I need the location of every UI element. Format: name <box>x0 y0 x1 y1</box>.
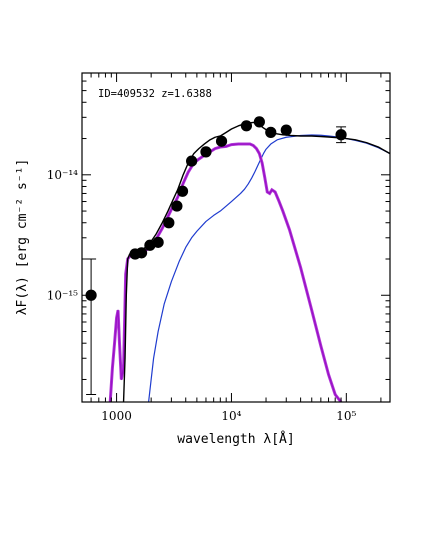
data-point <box>186 155 198 167</box>
x-tick-label: 1000 <box>101 409 132 423</box>
data-point <box>163 217 175 229</box>
x-tick-label: 10⁴ <box>221 409 241 423</box>
y-tick-label: 10⁻¹⁴ <box>47 168 78 182</box>
data-point <box>265 126 277 138</box>
data-point <box>176 185 189 197</box>
annotation-label: ID=409532 z=1.6388 <box>98 88 212 100</box>
x-tick-label: 10⁵ <box>336 409 356 423</box>
data-points-layer <box>85 116 347 396</box>
data-point <box>171 200 183 212</box>
data-point <box>240 120 253 132</box>
total-model-line <box>122 121 390 402</box>
data-point <box>135 247 148 259</box>
x-axis-label: wavelength λ[Å] <box>177 431 294 447</box>
plot-area <box>85 116 390 402</box>
data-point <box>215 135 228 147</box>
tick-labels-layer: 1000 10⁴ 10⁵ 10⁻¹⁵ 10⁻¹⁴ <box>47 168 357 423</box>
ticks-layer <box>81 72 390 402</box>
data-point <box>335 129 347 141</box>
y-tick-label: 10⁻¹⁵ <box>47 288 78 302</box>
data-point <box>85 289 97 301</box>
data-point <box>152 236 164 248</box>
data-point <box>253 116 265 128</box>
y-axis-label: λF(λ) [erg cm⁻² s⁻¹] <box>15 159 30 316</box>
data-point <box>280 124 292 136</box>
series-layer <box>108 121 390 402</box>
stellar-model-band <box>108 142 343 402</box>
dust-model-line <box>148 134 390 402</box>
data-point <box>200 146 212 158</box>
stellar-model-line <box>109 143 342 402</box>
plot-frame <box>81 72 391 403</box>
